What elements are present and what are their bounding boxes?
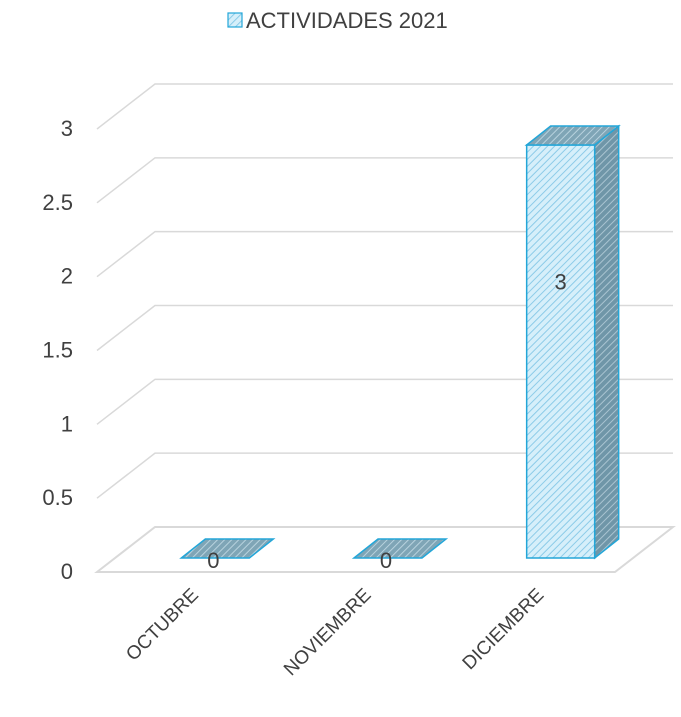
- x-category-label: NOVIEMBRE: [280, 585, 375, 680]
- data-label: 3: [555, 270, 567, 295]
- x-category-label: DICIEMBRE: [459, 585, 549, 675]
- bar-front: [525, 144, 596, 559]
- x-axis-labels: OCTUBRE NOVIEMBRE DICIEMBRE: [122, 585, 548, 680]
- bar-side: [593, 124, 620, 560]
- gridline: [96, 378, 673, 425]
- y-tick-label: 0: [61, 559, 73, 584]
- floor-outline: [94, 526, 676, 573]
- gridlines: [96, 83, 673, 499]
- bar-top: [351, 538, 449, 559]
- bar: [524, 124, 621, 560]
- data-label: 0: [207, 548, 219, 573]
- gridline: [96, 157, 673, 204]
- y-axis-ticks: 0 0.5 1 1.5 2 2.5 3: [42, 116, 73, 584]
- bar-top: [179, 538, 276, 559]
- data-label: 0: [380, 548, 392, 573]
- gridline: [96, 452, 673, 499]
- legend-swatch: [227, 12, 243, 28]
- y-tick-label: 2.5: [42, 190, 73, 215]
- data-labels: 0 0 3: [207, 270, 567, 574]
- bar: [179, 538, 276, 559]
- gridline: [96, 83, 673, 130]
- y-tick-label: 1.5: [42, 338, 73, 363]
- bars: [179, 124, 621, 560]
- legend: ACTIVIDADES 2021: [227, 8, 448, 33]
- gridline: [96, 304, 673, 352]
- y-tick-label: 2: [61, 264, 73, 289]
- gridline: [96, 230, 673, 278]
- chart-floor: [94, 526, 676, 573]
- bar: [351, 538, 449, 559]
- legend-entry: ACTIVIDADES 2021: [246, 8, 448, 33]
- y-tick-label: 0.5: [42, 485, 73, 510]
- y-tick-label: 3: [61, 116, 73, 141]
- bar-top: [524, 125, 621, 146]
- x-category-label: OCTUBRE: [122, 585, 203, 666]
- y-tick-label: 1: [61, 411, 73, 436]
